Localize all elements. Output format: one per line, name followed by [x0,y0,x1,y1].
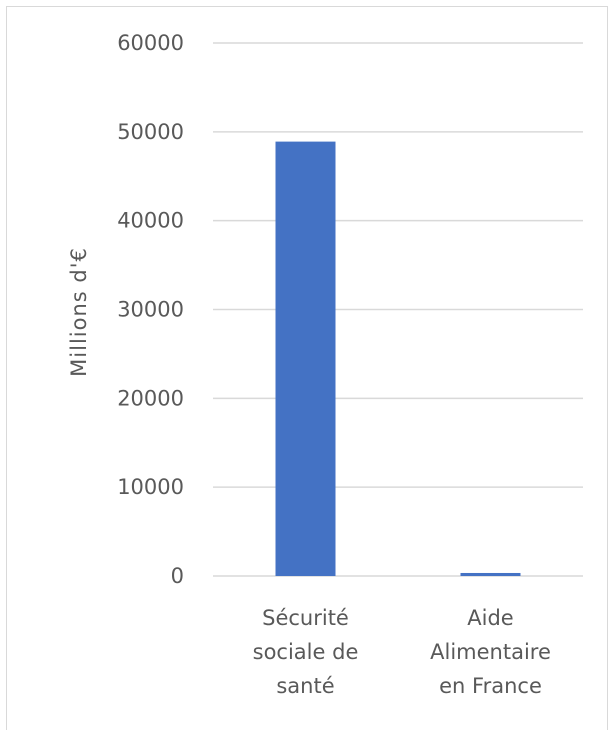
x-category-label: Sécurité sociale de santé [253,606,359,698]
x-category-label-line: en France [439,674,542,698]
bar-1 [460,572,521,576]
bar-0 [275,141,336,577]
x-category-label-line: Alimentaire [430,640,551,664]
y-tick-label: 10000 [117,475,184,499]
bars [275,141,521,577]
y-tick-labels: 0 10000 20000 30000 40000 50000 60000 [117,31,184,588]
y-tick-label: 40000 [117,209,184,233]
x-category-labels: Sécurité sociale de santé Aide Alimentaire en… [253,606,551,698]
chart-frame [6,6,608,730]
gridlines [213,42,583,577]
x-category-label-line: Aide [467,606,513,630]
x-category-label-line: Sécurité [262,606,349,630]
y-tick-label: 30000 [117,298,184,322]
y-tick-label: 60000 [117,31,184,55]
x-category-label-line: santé [276,674,334,698]
x-category-label-line: sociale de [253,640,359,664]
y-tick-label: 50000 [117,120,184,144]
y-axis-title: Millions d'€ [67,247,91,377]
y-tick-label: 0 [171,564,184,588]
y-tick-label: 20000 [117,386,184,410]
x-category-label: Aide Alimentaire en France [430,606,551,698]
